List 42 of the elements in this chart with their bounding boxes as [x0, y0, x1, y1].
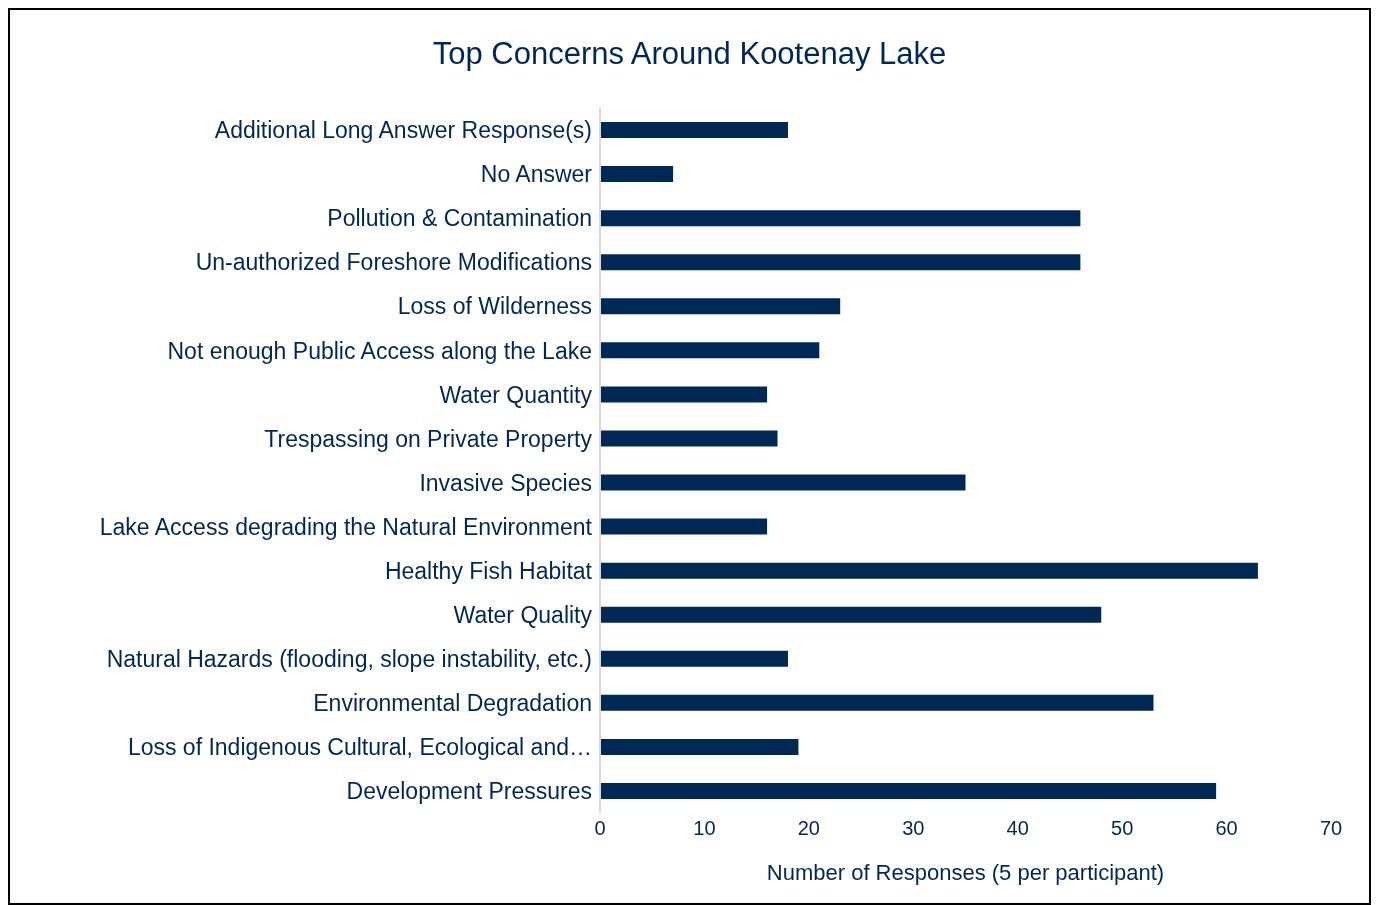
bar: [600, 606, 1102, 623]
bar: [600, 298, 841, 315]
bar: [600, 782, 1217, 799]
y-tick-label: Invasive Species: [419, 469, 592, 496]
bar: [600, 166, 674, 183]
bar: [600, 562, 1258, 579]
y-tick-label: Loss of Wilderness: [397, 293, 592, 320]
y-tick-label: Water Quality: [453, 601, 593, 628]
bar: [600, 518, 768, 535]
x-axis-title: Number of Responses (5 per participant): [766, 860, 1165, 885]
y-tick-label: Not enough Public Access along the Lake: [167, 337, 592, 364]
bar: [600, 430, 778, 447]
x-tick-label: 20: [797, 817, 820, 840]
y-tick-label: Additional Long Answer Response(s): [214, 117, 592, 144]
x-tick-label: 70: [1319, 817, 1343, 840]
y-tick-label: Pollution & Contamination: [327, 205, 592, 232]
bar: [600, 738, 799, 755]
bar: [600, 122, 788, 138]
chart-title: Top Concerns Around Kootenay Lake: [431, 35, 948, 73]
x-tick-label: 50: [1111, 817, 1134, 840]
y-tick-label: Trespassing on Private Property: [264, 425, 593, 452]
y-tick-label: Loss of Indigenous Cultural, Ecological and…: [127, 734, 592, 761]
y-tick-label: Natural Hazards (flooding, slope instability, etc.): [106, 645, 592, 672]
x-tick-label: 60: [1215, 817, 1238, 840]
y-tick-label: Un-authorized Foreshore Modifications: [195, 249, 592, 276]
bar: [600, 342, 820, 359]
bar: [600, 474, 966, 491]
y-tick-label: No Answer: [480, 161, 593, 188]
bar: [600, 210, 1081, 227]
y-tick-label: Lake Access degrading the Natural Environment: [99, 513, 593, 540]
bar: [600, 650, 788, 667]
bar: [600, 386, 768, 403]
x-tick-label: 10: [693, 817, 716, 840]
x-tick-label: 0: [594, 817, 606, 840]
y-tick-label: Water Quantity: [439, 381, 593, 408]
y-tick-label: Environmental Degradation: [313, 690, 592, 717]
x-tick-label: 30: [902, 817, 925, 840]
x-tick-label: 40: [1006, 817, 1029, 840]
bar: [600, 254, 1081, 271]
y-tick-label: Healthy Fish Habitat: [384, 557, 593, 584]
y-tick-label: Development Pressures: [346, 778, 592, 805]
bar: [600, 694, 1154, 711]
